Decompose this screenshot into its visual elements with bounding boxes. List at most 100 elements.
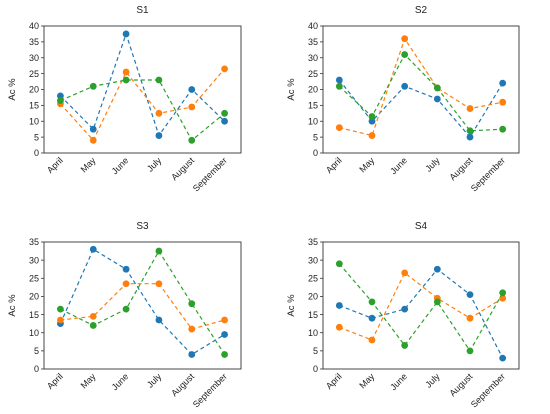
y-tick-label: 10 (308, 116, 318, 126)
series-line-3 (338, 53, 503, 132)
y-tick-label: 15 (308, 101, 318, 111)
y-tick-label: 40 (308, 21, 318, 31)
y-tick-label: 30 (308, 53, 318, 63)
data-point (57, 92, 64, 100)
x-category-label: July (145, 155, 164, 174)
plot-frame (322, 25, 520, 154)
x-category-label: May (79, 155, 98, 174)
x-category-label: June (110, 371, 131, 392)
data-point (401, 51, 409, 58)
data-point (368, 314, 376, 322)
y-tick-label: 0 (34, 364, 39, 374)
data-point (335, 76, 343, 84)
data-point (188, 325, 196, 333)
series-line-1 (59, 248, 225, 356)
x-category-label: August (448, 371, 475, 398)
y-tick-label: 30 (29, 53, 39, 63)
x-category-label: April (45, 155, 65, 175)
data-point (368, 113, 376, 120)
series-line-3 (60, 249, 226, 355)
data-point (433, 84, 441, 92)
y-tick-label: 0 (313, 364, 318, 374)
plot-frame (43, 241, 242, 370)
x-category-label: July (423, 371, 442, 390)
data-point (89, 312, 97, 320)
x-category-label: April (324, 155, 344, 175)
data-point (221, 117, 228, 125)
data-point (335, 302, 343, 309)
data-point (122, 68, 130, 76)
data-point (499, 98, 507, 106)
data-point (335, 323, 343, 331)
x-category-label: September (191, 155, 229, 193)
x-category-label: June (388, 371, 409, 392)
chart-panel-3: S3 0 5 10 15 20 25 30 35 Ac % April May June July Augu… (7, 221, 242, 410)
data-point (122, 280, 130, 288)
y-tick-label: 25 (308, 69, 318, 79)
plot-frame (43, 25, 242, 154)
data-point (466, 314, 474, 322)
data-point (188, 86, 196, 93)
y-tick-label: 30 (308, 255, 318, 265)
y-tick-label: 20 (308, 292, 318, 302)
y-tick-label: 15 (29, 310, 39, 320)
data-point (57, 305, 64, 313)
data-point (368, 117, 376, 125)
data-point (188, 103, 196, 111)
chart-title: S4 (415, 221, 428, 232)
chart-panel-2: S2 0 5 10 15 20 25 30 35 40 Ac % April May June July Au… (286, 5, 520, 194)
y-tick-label: 10 (29, 328, 39, 338)
data-point (433, 95, 441, 103)
data-point (335, 124, 343, 131)
y-tick-label: 10 (308, 328, 318, 338)
series-line-1 (338, 79, 504, 139)
x-category-label: September (469, 155, 507, 193)
series-line-1 (59, 32, 226, 137)
data-point (466, 127, 474, 135)
data-point (188, 300, 196, 308)
data-point (466, 347, 474, 355)
data-point (401, 305, 409, 313)
data-point (433, 298, 441, 306)
data-point (155, 316, 163, 324)
x-category-label: June (388, 155, 409, 176)
series-line-2 (339, 271, 504, 341)
data-point (57, 97, 64, 105)
data-point (188, 136, 196, 144)
x-category-label: September (191, 371, 229, 409)
chart-title: S3 (136, 221, 149, 232)
series-line-1 (339, 268, 504, 359)
x-category-label: May (79, 371, 98, 390)
y-tick-label: 20 (29, 85, 39, 95)
data-point (221, 65, 228, 73)
y-axis-label: Ac % (286, 294, 297, 317)
data-point (155, 247, 163, 255)
data-point (401, 82, 409, 90)
x-category-label: August (448, 155, 475, 182)
series-line-3 (60, 79, 225, 142)
data-point (401, 342, 409, 349)
y-tick-label: 35 (308, 37, 318, 47)
data-point (188, 351, 196, 358)
y-tick-label: 20 (308, 85, 318, 95)
y-tick-label: 5 (313, 132, 318, 142)
data-point (466, 105, 474, 112)
data-point (122, 30, 130, 38)
data-point (466, 291, 474, 299)
y-tick-label: 35 (29, 237, 39, 247)
data-point (499, 289, 507, 297)
x-category-label: May (357, 371, 376, 390)
data-point (499, 354, 507, 362)
y-tick-label: 25 (308, 273, 318, 283)
data-point (499, 79, 507, 87)
x-category-label: June (110, 155, 131, 176)
x-category-label: April (45, 371, 65, 391)
chart-panel-1: S1 0 5 10 15 20 25 30 35 40 Ac % April May June July Au… (7, 5, 242, 194)
y-tick-label: 5 (34, 132, 39, 142)
y-tick-label: 40 (29, 21, 39, 31)
x-category-label: July (423, 155, 442, 174)
y-axis-label: Ac % (286, 78, 297, 101)
data-point (89, 125, 97, 133)
x-category-label: May (357, 155, 376, 174)
